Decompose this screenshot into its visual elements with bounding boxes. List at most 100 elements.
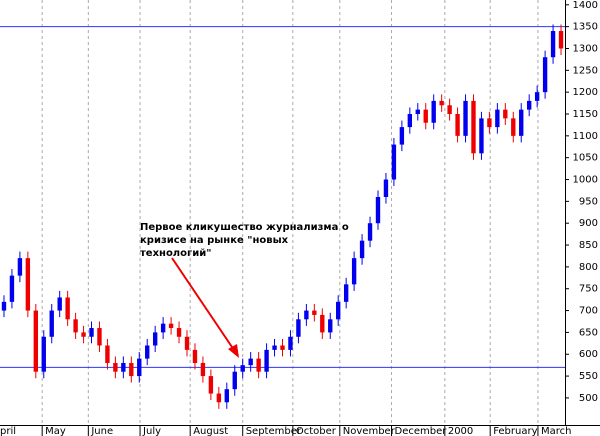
candle-body	[145, 345, 150, 359]
candle-body	[248, 358, 253, 366]
y-tick-label: 1350	[573, 22, 598, 33]
candle-body	[407, 114, 413, 128]
candle-body	[33, 310, 38, 372]
y-tick-label: 850	[579, 240, 598, 251]
candle-body	[216, 393, 222, 403]
candle-body	[328, 319, 333, 333]
candle-body	[463, 100, 468, 136]
x-tick-label: pril	[0, 426, 16, 436]
y-tick-label: 750	[579, 284, 598, 295]
y-tick-label: 1300	[573, 43, 598, 54]
candle-body	[304, 310, 309, 320]
candle-body	[105, 345, 110, 363]
candle-body	[9, 275, 15, 302]
x-tick-label: September	[246, 426, 302, 436]
candle-body	[288, 336, 293, 350]
candle-body	[121, 362, 126, 372]
y-tick-label: 550	[579, 371, 598, 382]
candle-body	[519, 109, 524, 136]
candle-body	[534, 92, 540, 101]
candle-body	[320, 314, 325, 333]
y-tick-label: 1000	[573, 175, 598, 186]
x-tick-label: 2000	[448, 426, 473, 436]
y-tick-label: 950	[579, 196, 598, 207]
candle-body	[113, 362, 118, 372]
candle-body	[224, 389, 229, 403]
candle-body	[192, 349, 198, 363]
candle-body	[359, 240, 365, 259]
y-tick-label: 1250	[573, 65, 598, 76]
candle-body	[57, 297, 62, 311]
candle-body	[49, 310, 54, 337]
candle-body	[391, 144, 397, 180]
plot-area	[0, 0, 565, 425]
candle-body	[495, 109, 500, 128]
y-tick-label: 650	[579, 327, 598, 338]
candle-body	[542, 57, 548, 93]
candle-body	[479, 118, 484, 154]
candle-body	[280, 345, 285, 350]
candle-body	[160, 323, 166, 333]
y-tick-label: 1050	[573, 153, 598, 164]
candle-body	[17, 258, 23, 276]
x-tick-label: February	[493, 426, 537, 436]
candle-body	[137, 358, 142, 377]
candle-body	[511, 118, 516, 136]
candle-body	[41, 336, 46, 372]
candle-body	[343, 284, 349, 302]
candle-body	[367, 223, 373, 241]
candle-body	[184, 336, 190, 350]
x-tick-label: March	[541, 426, 571, 436]
candle-body	[439, 100, 444, 106]
candle-body	[431, 100, 436, 123]
candle-body	[487, 118, 492, 128]
candle-body	[176, 328, 182, 337]
candle-body	[375, 196, 381, 224]
candle-body	[455, 114, 460, 136]
candle-body	[65, 297, 70, 320]
candle-body	[447, 105, 452, 115]
x-tick-label: June	[90, 426, 113, 436]
candle-body	[25, 258, 31, 311]
candle-body	[399, 127, 405, 145]
annotation-line: Первое кликушество журнализма о	[140, 222, 349, 233]
candle-body	[168, 323, 174, 329]
candle-body	[471, 100, 476, 154]
candle-body	[208, 376, 214, 394]
candle-body	[558, 31, 564, 49]
candle-body	[240, 365, 245, 372]
candle-body	[296, 319, 301, 337]
candle-body	[1, 301, 7, 311]
x-tick-label: December	[395, 426, 448, 436]
candle-body	[351, 258, 357, 285]
annotation-line: технологий"	[140, 248, 211, 259]
y-tick-label: 600	[579, 349, 598, 360]
candle-body	[423, 109, 428, 123]
y-tick-label: 500	[579, 393, 598, 404]
candle-body	[550, 31, 556, 58]
y-tick-label: 1200	[573, 87, 598, 98]
candle-body	[312, 310, 317, 315]
candle-body	[336, 301, 341, 320]
candle-body	[503, 109, 508, 119]
candle-body	[81, 332, 86, 337]
y-tick-label: 900	[579, 218, 598, 229]
x-tick-label: July	[142, 426, 161, 436]
annotation-line: кризисе на рынке "новых	[140, 235, 289, 246]
x-tick-label: November	[343, 426, 396, 436]
annotation-arrow	[171, 257, 235, 351]
x-tick-label: August	[193, 426, 228, 436]
candle-body	[152, 332, 158, 346]
y-tick-label: 700	[579, 306, 598, 317]
candle-body	[256, 358, 261, 372]
candle-body	[129, 362, 134, 377]
candle-body	[383, 179, 389, 197]
annotation: Первое кликушество журнализма о кризисе н…	[140, 222, 349, 259]
x-tick-label: October	[296, 426, 337, 436]
candle-body	[232, 371, 237, 390]
candle-body	[73, 319, 78, 333]
y-tick-label: 1400	[573, 0, 598, 11]
y-tick-label: 1100	[573, 131, 598, 142]
arrow-head	[228, 344, 239, 358]
